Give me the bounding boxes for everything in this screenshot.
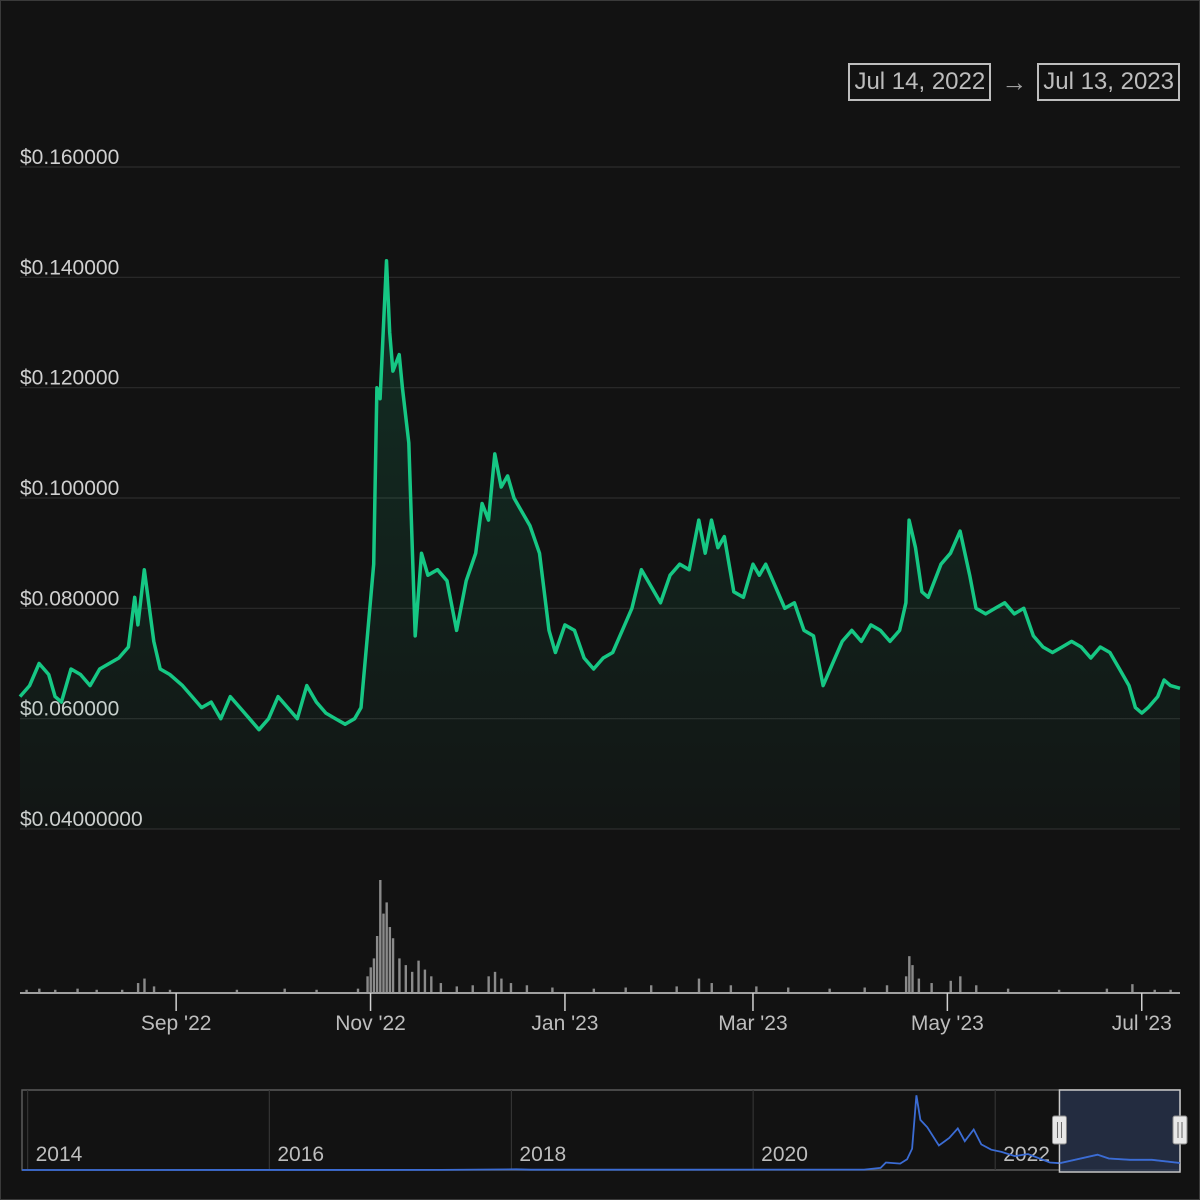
volume-bar: [382, 913, 385, 992]
volume-bar: [315, 989, 318, 992]
volume-bar: [624, 987, 627, 992]
volume-bar: [385, 902, 388, 992]
navigator-year-label: 2014: [36, 1143, 83, 1166]
volume-bar: [917, 978, 921, 992]
volume-bar: [388, 927, 392, 992]
volume-bar: [911, 965, 914, 992]
date-range-picker: Jul 14, 2022 → Jul 13, 2023: [848, 61, 1180, 103]
x-tick-label: Mar '23: [718, 1012, 787, 1035]
volume-bar: [120, 989, 124, 992]
x-tick-label: May '23: [911, 1012, 984, 1035]
volume-bar: [379, 880, 382, 992]
volume-bar: [729, 985, 733, 992]
volume-bar: [592, 988, 596, 992]
volume-bar: [487, 976, 490, 992]
x-tick-label: Sep '22: [141, 1012, 212, 1035]
volume-bar: [471, 985, 474, 992]
volume-bar: [493, 971, 497, 992]
volume-bar: [1153, 989, 1156, 992]
volume-bar: [710, 983, 713, 992]
price-area: [20, 260, 1180, 829]
volume-bar: [959, 976, 962, 992]
navigator-year-label: 2018: [519, 1143, 566, 1166]
y-tick-label: $0.140000: [20, 256, 119, 279]
volume-bar: [168, 989, 172, 992]
start-date-input[interactable]: Jul 14, 2022: [848, 63, 992, 101]
volume-bar: [404, 965, 408, 992]
volume-bar: [1105, 988, 1109, 992]
volume-bar: [509, 983, 513, 992]
volume-bar: [95, 989, 98, 992]
volume-bar: [54, 989, 57, 992]
y-tick-label: $0.160000: [20, 146, 119, 169]
x-tick-label: Jan '23: [531, 1012, 598, 1035]
volume-bar: [949, 980, 952, 992]
y-tick-label: $0.120000: [20, 367, 119, 390]
volume-bar: [356, 988, 360, 992]
volume-bar: [417, 960, 420, 992]
navigator-left-handle[interactable]: [1051, 1115, 1067, 1145]
volume-bar: [38, 988, 41, 992]
navigator: 2014 2016 2018 2020 2022: [21, 1089, 1188, 1173]
volume-bar: [366, 976, 369, 992]
volume-bar: [1131, 984, 1134, 992]
volume-bar: [828, 988, 831, 992]
y-tick-label: $0.100000: [20, 477, 119, 500]
volume-bar: [375, 936, 379, 992]
volume-bar: [391, 938, 395, 992]
volume-bar: [551, 987, 554, 992]
navigator-right-handle[interactable]: [1172, 1115, 1188, 1145]
volume-bar: [423, 969, 427, 992]
range-arrow-icon: →: [1001, 66, 1028, 97]
volume-bar: [398, 958, 401, 992]
navigator-year-label: 2016: [277, 1143, 324, 1166]
x-tick-label: Jul '23: [1112, 1012, 1172, 1035]
volume-bar: [975, 985, 978, 992]
volume-bar: [283, 988, 286, 992]
volume-bar: [1057, 989, 1061, 992]
volume-bar: [649, 985, 653, 992]
volume-bar: [143, 978, 146, 992]
volume-bars: [25, 880, 1172, 992]
volume-bar: [500, 978, 503, 992]
volume-bar: [369, 967, 372, 992]
volume-bar: [904, 976, 908, 992]
navigator-year-label: 2020: [761, 1143, 808, 1166]
volume-bar: [885, 985, 889, 992]
volume-bar: [1006, 988, 1010, 992]
price-line[interactable]: [18, 259, 1181, 732]
volume-bar: [235, 989, 239, 992]
volume-bar: [25, 989, 28, 992]
volume-bar: [787, 987, 790, 992]
volume-bar: [372, 958, 376, 992]
volume-bar: [152, 986, 156, 992]
volume-bar: [410, 971, 414, 992]
volume-bar: [525, 985, 529, 992]
volume-bar: [908, 956, 911, 992]
volume-bar: [675, 986, 678, 992]
volume-bar: [439, 983, 443, 992]
volume-bar: [430, 976, 433, 992]
end-date-input[interactable]: Jul 13, 2023: [1037, 63, 1180, 101]
volume-bar: [755, 986, 758, 992]
volume-bar: [863, 987, 866, 992]
volume-bar: [136, 983, 140, 992]
volume-bar: [1169, 989, 1172, 992]
x-tick-label: Nov '22: [335, 1012, 406, 1035]
x-axis: Sep '22 Nov '22 Jan '23 Mar '23 May '23 Jul '…: [141, 993, 1172, 1035]
y-tick-label: $0.080000: [20, 587, 119, 610]
volume-bar: [697, 978, 701, 992]
volume-bar: [455, 986, 458, 992]
navigator-line-selected: [1059, 1153, 1181, 1165]
volume-bar: [76, 988, 79, 992]
volume-bar: [930, 983, 933, 992]
